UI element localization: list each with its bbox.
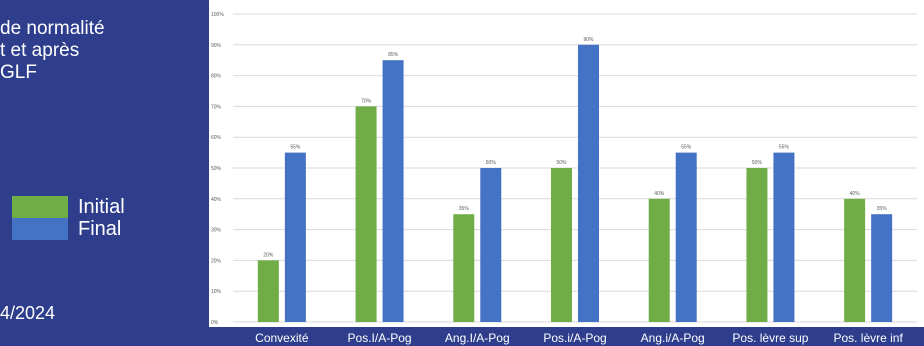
y-tick-label: 90%	[211, 43, 222, 49]
bar-final	[675, 152, 697, 322]
bar-initial	[355, 106, 377, 323]
bar-initial	[453, 214, 475, 322]
bar-initial	[648, 198, 670, 322]
data-label: 50%	[752, 160, 763, 166]
y-tick-label: 40%	[211, 197, 222, 203]
bar-chart: 0% 10% 20% 30% 40% 50% 60% 70% 80% 90% 100% 20% 55% 7…	[211, 12, 917, 326]
legend-label-initial: Initial	[78, 195, 125, 218]
data-label: 55%	[779, 145, 790, 151]
data-label: 70%	[361, 98, 372, 104]
bar-final	[773, 152, 795, 322]
chart-plot-area: 0% 10% 20% 30% 40% 50% 60% 70% 80% 90% 100% 20% 55% 7…	[209, 0, 924, 327]
x-tick-label: Ang.i/A-Pog	[640, 331, 705, 345]
bar-final	[382, 60, 404, 322]
legend-item-final: Final	[12, 218, 125, 240]
y-tick-label: 70%	[211, 104, 222, 110]
x-tick-label: Pos. lèvre inf	[833, 331, 903, 345]
chart-legend: Initial Final	[12, 196, 125, 240]
data-label: 20%	[263, 252, 274, 258]
y-tick-label: 0%	[211, 320, 219, 326]
data-label: 50%	[486, 160, 497, 166]
y-tick-label: 10%	[211, 289, 222, 295]
data-label: 35%	[877, 206, 888, 212]
x-tick-label: Pos.I/A-Pog	[347, 331, 412, 345]
bar-final	[284, 152, 306, 322]
data-label: 50%	[556, 160, 567, 166]
x-axis-labels: Convexité Pos.I/A-Pog Ang.I/A-Pog Pos.i/A-P…	[209, 331, 924, 346]
bar-initial	[746, 168, 768, 322]
data-label: 55%	[290, 145, 301, 151]
data-label: 55%	[681, 145, 692, 151]
bar-initial	[551, 168, 572, 322]
slide-date: 4/2024	[0, 303, 56, 323]
y-tick-label: 50%	[211, 166, 222, 172]
legend-item-initial: Initial	[12, 196, 125, 218]
legend-swatch-initial	[12, 196, 68, 218]
y-tick-label: 20%	[211, 258, 222, 264]
legend-label-final: Final	[78, 217, 122, 240]
page-title: de normalité t et après GLF	[0, 18, 105, 83]
bar-final	[871, 214, 893, 322]
y-tick-label: 80%	[211, 74, 222, 80]
legend-swatch-final	[12, 218, 68, 240]
bar-initial	[844, 198, 866, 322]
x-tick-label: Pos. lèvre sup	[732, 331, 809, 345]
y-tick-label: 60%	[211, 135, 222, 141]
y-tick-label: 30%	[211, 228, 222, 234]
data-label: 40%	[850, 191, 861, 197]
y-tick-label: 100%	[211, 12, 224, 18]
x-tick-label: Pos.i/A-Pog	[543, 331, 607, 345]
data-label: 90%	[583, 37, 594, 43]
bar-final	[578, 44, 599, 323]
bar-initial	[257, 260, 279, 322]
data-label: 35%	[459, 206, 470, 212]
x-tick-label: Convexité	[255, 331, 309, 345]
data-label: 85%	[388, 52, 399, 58]
x-tick-label: Ang.I/A-Pog	[444, 331, 510, 345]
data-label: 40%	[654, 191, 665, 197]
bar-final	[480, 168, 502, 322]
